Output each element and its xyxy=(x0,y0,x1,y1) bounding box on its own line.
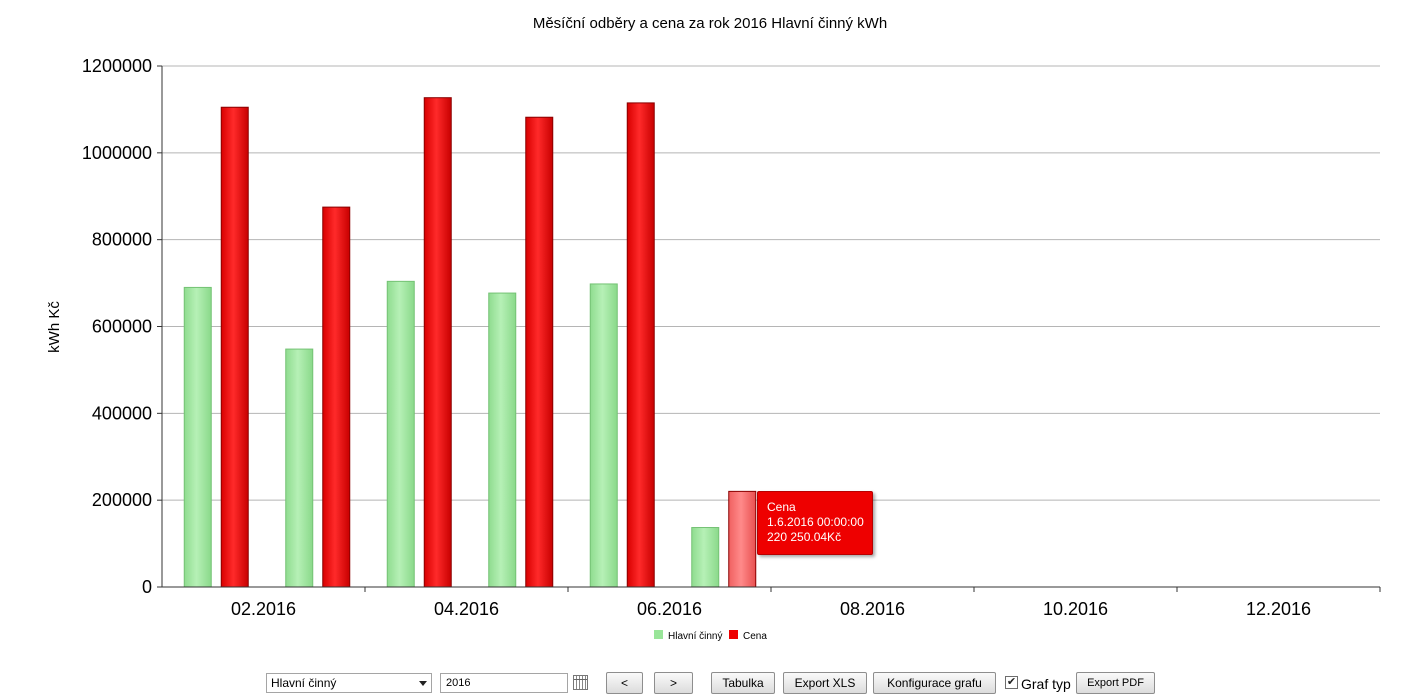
meter-select-value: Hlavní činný xyxy=(271,676,337,690)
meter-select[interactable]: Hlavní činný xyxy=(266,673,432,693)
year-input[interactable] xyxy=(440,673,568,693)
bar[interactable] xyxy=(220,106,249,588)
bar[interactable] xyxy=(322,206,351,588)
x-tick-label: 12.2016 xyxy=(1246,599,1311,619)
bar[interactable] xyxy=(423,97,452,588)
bar[interactable] xyxy=(183,286,212,588)
x-tick-label: 04.2016 xyxy=(434,599,499,619)
calendar-icon[interactable] xyxy=(573,675,588,690)
chevron-down-icon xyxy=(419,681,427,686)
bar[interactable] xyxy=(525,116,554,588)
graph-type-label: Graf typ xyxy=(1021,676,1071,692)
y-tick-label: 200000 xyxy=(92,490,152,510)
next-button[interactable]: > xyxy=(654,672,693,694)
bar[interactable] xyxy=(589,283,618,588)
graph-type-checkbox[interactable]: ✔ xyxy=(1005,676,1018,689)
bar[interactable] xyxy=(691,527,720,588)
chart-config-button[interactable]: Konfigurace grafu xyxy=(873,672,996,694)
legend-swatch xyxy=(654,630,663,639)
bar[interactable] xyxy=(728,490,757,588)
tooltip-date: 1.6.2016 00:00:00 xyxy=(767,515,864,529)
x-tick-label: 10.2016 xyxy=(1043,599,1108,619)
table-button[interactable]: Tabulka xyxy=(711,672,775,694)
chart: Měsíční odběry a cena za rok 2016 Hlavní… xyxy=(46,15,1381,642)
legend-swatch xyxy=(729,630,738,639)
y-tick-label: 1000000 xyxy=(82,143,152,163)
y-tick-label: 400000 xyxy=(92,403,152,423)
data-tooltip: Cena 1.6.2016 00:00:00 220 250.04Kč xyxy=(757,491,873,555)
y-tick-label: 0 xyxy=(142,577,152,597)
x-tick-label: 02.2016 xyxy=(231,599,296,619)
chart-toolbar: Hlavní činný < > Tabulka Export XLS Konf… xyxy=(0,671,1419,697)
y-axis-label: kWh Kč xyxy=(46,301,63,353)
y-tick-label: 1200000 xyxy=(82,56,152,76)
y-tick-label: 800000 xyxy=(92,230,152,250)
export-xls-button[interactable]: Export XLS xyxy=(783,672,867,694)
bar[interactable] xyxy=(488,292,517,588)
export-pdf-button[interactable]: Export PDF xyxy=(1076,672,1155,694)
legend-label: Cena xyxy=(743,631,767,642)
tooltip-value: 220 250.04Kč xyxy=(767,530,842,544)
tooltip-series-name: Cena xyxy=(767,500,796,514)
x-tick-label: 08.2016 xyxy=(840,599,905,619)
bar[interactable] xyxy=(285,348,314,588)
bar[interactable] xyxy=(626,102,655,588)
chart-title: Měsíční odběry a cena za rok 2016 Hlavní… xyxy=(533,15,887,32)
bar[interactable] xyxy=(386,280,415,588)
x-tick-label: 06.2016 xyxy=(637,599,702,619)
prev-button[interactable]: < xyxy=(606,672,643,694)
legend-label: Hlavní činný xyxy=(668,631,722,642)
y-tick-label: 600000 xyxy=(92,317,152,337)
